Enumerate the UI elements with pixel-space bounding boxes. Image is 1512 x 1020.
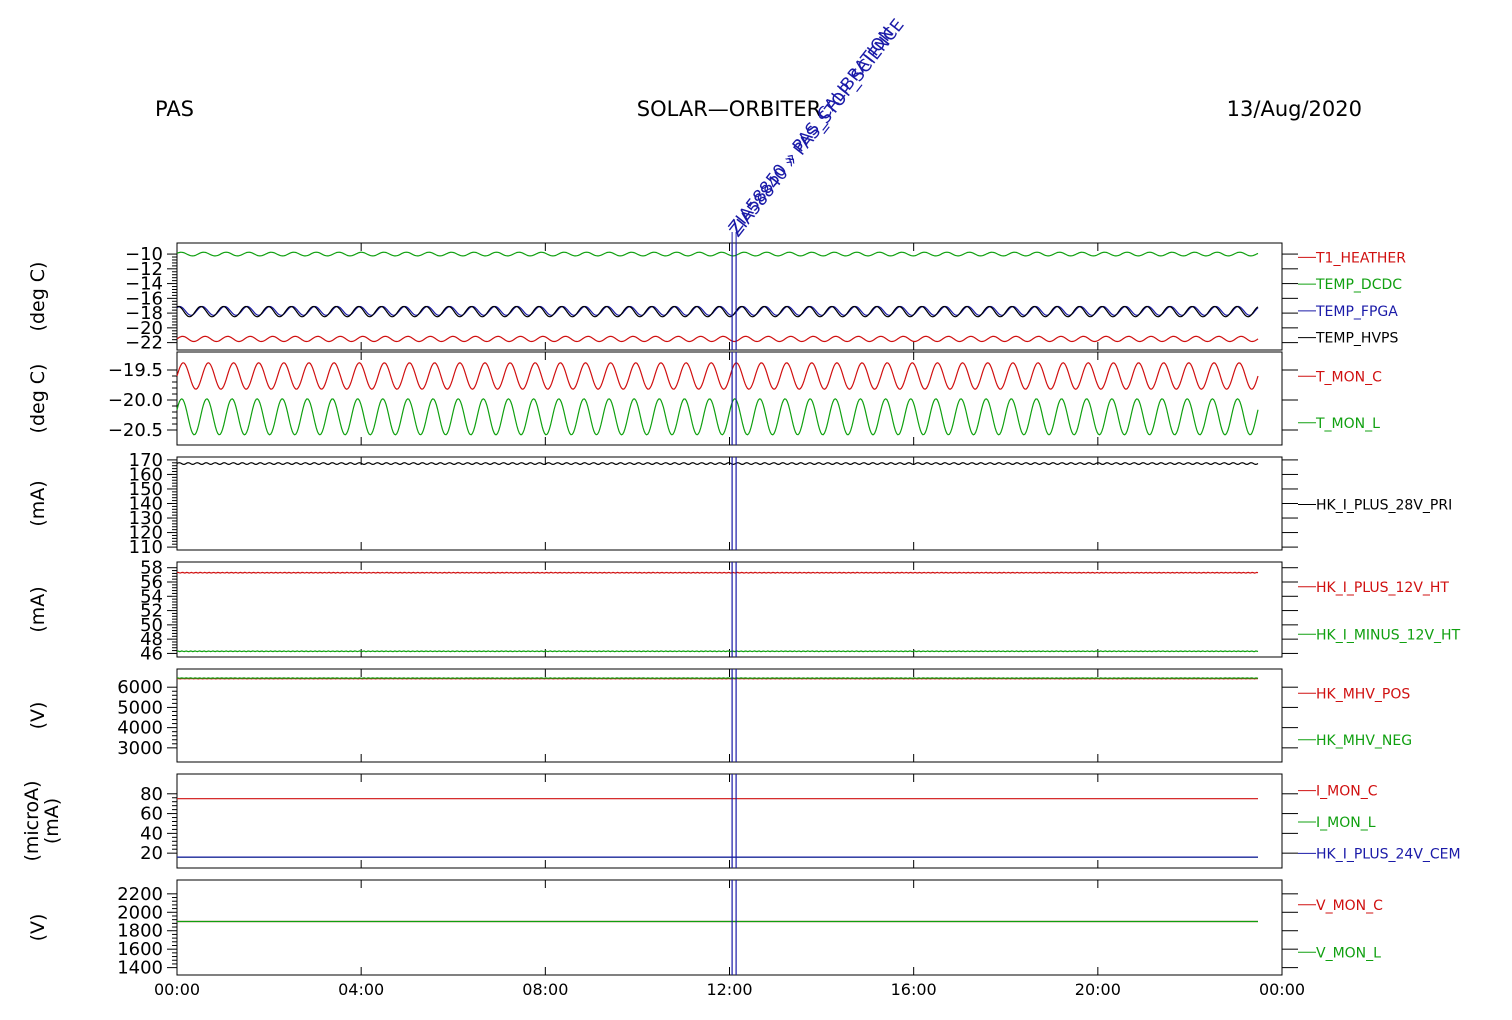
y-axis-title-2: (mA): [41, 798, 63, 844]
y-tick-label: 2000: [117, 902, 163, 923]
y-tick-label: 58: [140, 558, 163, 579]
x-tick-label: 04:00: [338, 980, 384, 999]
x-tick-label: 20:00: [1075, 980, 1121, 999]
y-tick-label: 2200: [117, 884, 163, 905]
y-tick-label: 150: [129, 479, 163, 500]
y-tick-label: 160: [129, 464, 163, 485]
y-axis-title: (deg C): [27, 364, 49, 434]
y-axis-title: (V): [27, 914, 49, 942]
legend-entry: HK_I_MINUS_12V_HT: [1316, 627, 1461, 643]
y-tick-label: 50: [140, 615, 163, 636]
y-tick-label: 52: [140, 601, 163, 622]
series-line: [176, 305, 1259, 318]
legend-entry: HK_MHV_POS: [1316, 686, 1410, 702]
y-tick-label: 1800: [117, 921, 163, 942]
y-tick-label: 170: [129, 450, 163, 471]
panel-frame: [176, 561, 1283, 658]
y-tick-label: 1600: [117, 939, 163, 960]
y-tick-label: −12: [125, 259, 163, 280]
y-tick-label: 6000: [117, 677, 163, 698]
panel-frame: [176, 773, 1283, 869]
y-tick-label: 1400: [117, 958, 163, 979]
y-tick-label: 110: [129, 537, 163, 558]
y-tick-label: 80: [140, 784, 163, 805]
legend-entry: T_MON_L: [1315, 416, 1380, 432]
event-label-overlay: ZIA58850 » PAS_CALIBRATION: [725, 23, 899, 237]
y-tick-label: 3000: [117, 738, 163, 759]
y-tick-label: −20.5: [108, 420, 163, 441]
mission-label: SOLAR—ORBITER: [637, 97, 821, 121]
y-tick-label: 20: [140, 843, 163, 864]
event-labels: ZIA58840 » PAS_STOP_SCIENCE ZIA58850 » P…: [725, 15, 909, 241]
y-tick-label: −20.0: [108, 390, 163, 411]
y-tick-label: 120: [129, 523, 163, 544]
y-tick-label: 130: [129, 508, 163, 529]
panel-frame: [176, 242, 1283, 351]
series-line: [176, 335, 1259, 343]
y-tick-label: −14: [125, 274, 163, 295]
y-axis-title: (deg C): [27, 262, 49, 332]
legend-entry: HK_I_PLUS_12V_HT: [1316, 580, 1449, 596]
legend-entry: HK_MHV_NEG: [1316, 733, 1412, 749]
series-line: [176, 305, 1259, 316]
x-tick-label: 12:00: [706, 980, 752, 999]
y-tick-label: 46: [140, 643, 163, 664]
y-tick-label: 56: [140, 572, 163, 593]
legend-entry: I_MON_L: [1316, 815, 1376, 831]
x-tick-label: 00:00: [1259, 980, 1305, 999]
x-tick-label: 08:00: [522, 980, 568, 999]
y-axis-title: (mA): [27, 480, 49, 526]
y-axis-title: (microA): [21, 780, 43, 861]
y-tick-label: 5000: [117, 697, 163, 718]
legend-entry: TEMP_HVPS: [1315, 331, 1398, 347]
x-tick-label: 00:00: [154, 980, 200, 999]
series-line: [176, 571, 1259, 574]
legend-entry: TEMP_FPGA: [1315, 304, 1398, 320]
y-tick-label: −18: [125, 303, 163, 324]
y-tick-label: 4000: [117, 718, 163, 739]
y-tick-label: −16: [125, 288, 163, 309]
y-tick-label: −20: [125, 318, 163, 339]
legend-entry: T1_HEATHER: [1315, 250, 1406, 266]
series-line: [176, 251, 1259, 257]
series-line: [176, 398, 1259, 436]
panel-1: −10−12−14−16−18−20−22 (deg C) T1_HEATHER TE…: [27, 242, 1406, 354]
date-label: 13/Aug/2020: [1227, 97, 1362, 121]
y-tick-label: −10: [125, 244, 163, 265]
panel-2: −19.5 −20.0 −20.5 (deg C) T_MON_C T_MON_L: [27, 351, 1382, 446]
legend-entry: T_MON_C: [1315, 369, 1382, 385]
panel-frame: [176, 879, 1283, 976]
y-axis-title: (mA): [27, 586, 49, 632]
y-tick-label: 48: [140, 629, 163, 650]
legend-entry: HK_I_PLUS_24V_CEM: [1316, 846, 1461, 862]
panel-frame: [176, 668, 1283, 763]
series-line: [176, 462, 1259, 466]
legend-entry: TEMP_DCDC: [1315, 277, 1402, 293]
legend-entry: HK_I_PLUS_28V_PRI: [1316, 498, 1452, 514]
series-line: [176, 650, 1259, 653]
panel-frame: [176, 456, 1283, 551]
y-tick-label: −22: [125, 333, 163, 354]
y-tick-label: 140: [129, 494, 163, 515]
legend-entry: I_MON_C: [1316, 784, 1378, 800]
y-axis-title: (V): [27, 702, 49, 730]
y-tick-label: −19.5: [108, 360, 163, 381]
x-tick-label: 16:00: [891, 980, 937, 999]
series-line: [176, 362, 1259, 390]
y-tick-label: 54: [140, 586, 163, 607]
y-tick-label: 60: [140, 804, 163, 825]
y-tick-label: 40: [140, 823, 163, 844]
instrument-label: PAS: [155, 97, 194, 121]
legend-entry: V_MON_C: [1316, 898, 1383, 914]
legend-entry: V_MON_L: [1316, 945, 1381, 961]
